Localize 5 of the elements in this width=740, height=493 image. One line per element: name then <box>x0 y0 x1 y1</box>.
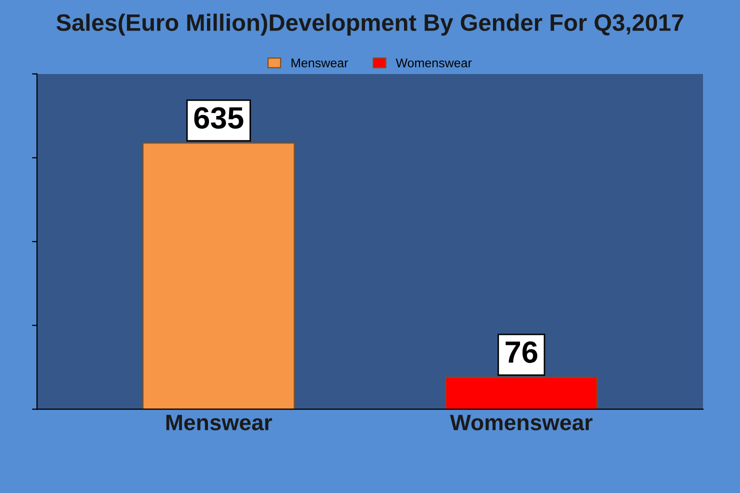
legend-label: Womenswear <box>396 58 472 68</box>
legend-label: Menswear <box>292 58 348 68</box>
data-label: 635 <box>194 107 244 129</box>
data-label: 76 <box>506 341 538 363</box>
chart-title: Sales(Euro Million)Development By Gender For Q3,2017 <box>56 14 684 36</box>
